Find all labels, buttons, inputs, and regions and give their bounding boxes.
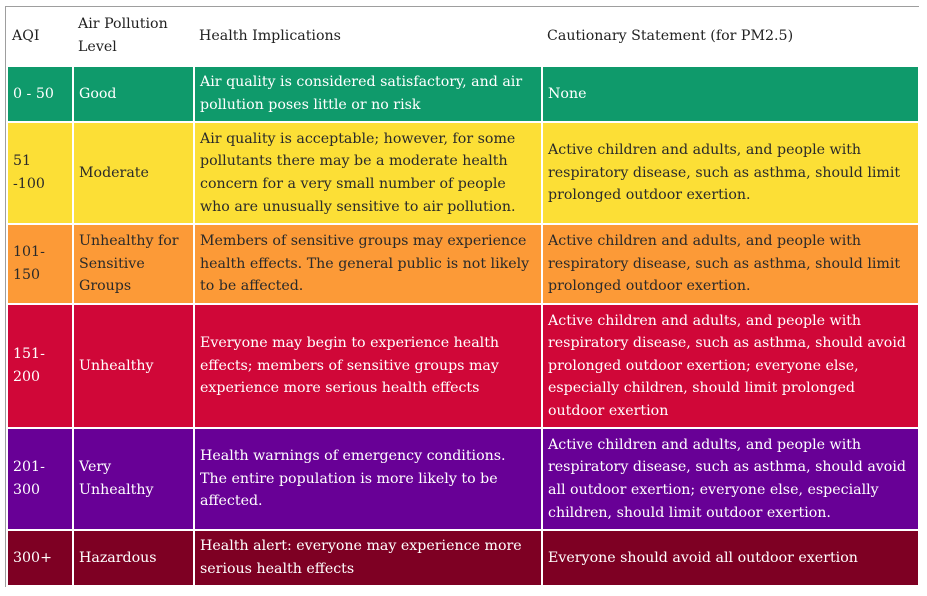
header-health-implications: Health Implications (194, 7, 542, 66)
cell-health: Air quality is acceptable; however, for … (193, 121, 543, 225)
cell-level: Very Unhealthy (72, 427, 195, 531)
cell-caution: Active children and adults, and people w… (541, 303, 920, 429)
cell-level: Hazardous (72, 529, 195, 587)
table-header-row: AQI Air Pollution Level Health Implicati… (7, 7, 919, 66)
table-row-unhealthy-sensitive: 101-150 Unhealthy for Sensitive Groups M… (6, 223, 920, 305)
cell-caution: None (541, 65, 920, 123)
cell-aqi: 51 -100 (6, 121, 74, 225)
cell-health: Health warnings of emergency conditions.… (193, 427, 543, 531)
cell-caution: Active children and adults, and people w… (541, 121, 920, 225)
cell-aqi: 151-200 (6, 303, 74, 429)
header-aqi: AQI (7, 7, 73, 66)
table-row-unhealthy: 151-200 Unhealthy Everyone may begin to … (6, 303, 920, 429)
cell-level: Unhealthy (72, 303, 195, 429)
cell-level: Moderate (72, 121, 195, 225)
cell-aqi: 300+ (6, 529, 74, 587)
cell-health: Health alert: everyone may experience mo… (193, 529, 543, 587)
cell-level: Good (72, 65, 195, 123)
cell-aqi: 101-150 (6, 223, 74, 305)
cell-aqi: 0 - 50 (6, 65, 74, 123)
header-pollution-level: Air Pollution Level (73, 7, 194, 66)
cell-health: Members of sensitive groups may experien… (193, 223, 543, 305)
aqi-table: AQI Air Pollution Level Health Implicati… (6, 7, 920, 587)
table-row-good: 0 - 50 Good Air quality is considered sa… (6, 65, 920, 123)
table-row-hazardous: 300+ Hazardous Health alert: everyone ma… (6, 529, 920, 587)
cell-caution: Active children and adults, and people w… (541, 223, 920, 305)
cell-health: Everyone may begin to experience health … (193, 303, 543, 429)
cell-health: Air quality is considered satisfactory, … (193, 65, 543, 123)
cell-aqi: 201-300 (6, 427, 74, 531)
aqi-table-container: AQI Air Pollution Level Health Implicati… (5, 6, 920, 587)
cell-level: Unhealthy for Sensitive Groups (72, 223, 195, 305)
header-cautionary-statement: Cautionary Statement (for PM2.5) (542, 7, 919, 66)
cell-caution: Active children and adults, and people w… (541, 427, 920, 531)
table-row-moderate: 51 -100 Moderate Air quality is acceptab… (6, 121, 920, 225)
table-row-very-unhealthy: 201-300 Very Unhealthy Health warnings o… (6, 427, 920, 531)
cell-caution: Everyone should avoid all outdoor exerti… (541, 529, 920, 587)
